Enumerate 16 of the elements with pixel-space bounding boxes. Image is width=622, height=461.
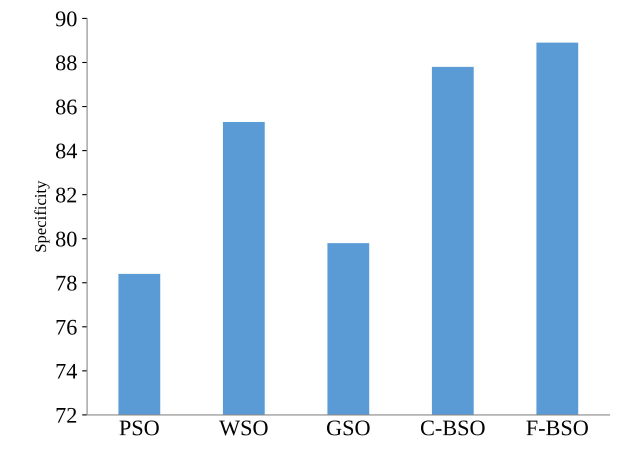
x-tick-label: C-BSO xyxy=(421,420,485,436)
y-tick-label: 72 xyxy=(56,408,76,423)
y-tick-label: 76 xyxy=(56,320,77,335)
y-tick-label: 88 xyxy=(56,55,77,70)
y-axis-title: Specificity xyxy=(34,180,50,252)
y-tick-label: 82 xyxy=(56,188,76,203)
y-tick-label: 86 xyxy=(56,99,77,114)
y-tick-label: 74 xyxy=(56,364,78,379)
x-tick-label: F-BSO xyxy=(526,420,588,436)
x-tick-label: GSO xyxy=(327,420,370,436)
y-tick-label: 90 xyxy=(56,11,77,26)
y-tick-label: 78 xyxy=(56,276,77,291)
y-tick-label: 84 xyxy=(56,144,78,159)
x-tick-label: PSO xyxy=(120,420,159,436)
x-tick-label: WSO xyxy=(219,420,268,436)
y-tick-label: 80 xyxy=(56,232,77,247)
